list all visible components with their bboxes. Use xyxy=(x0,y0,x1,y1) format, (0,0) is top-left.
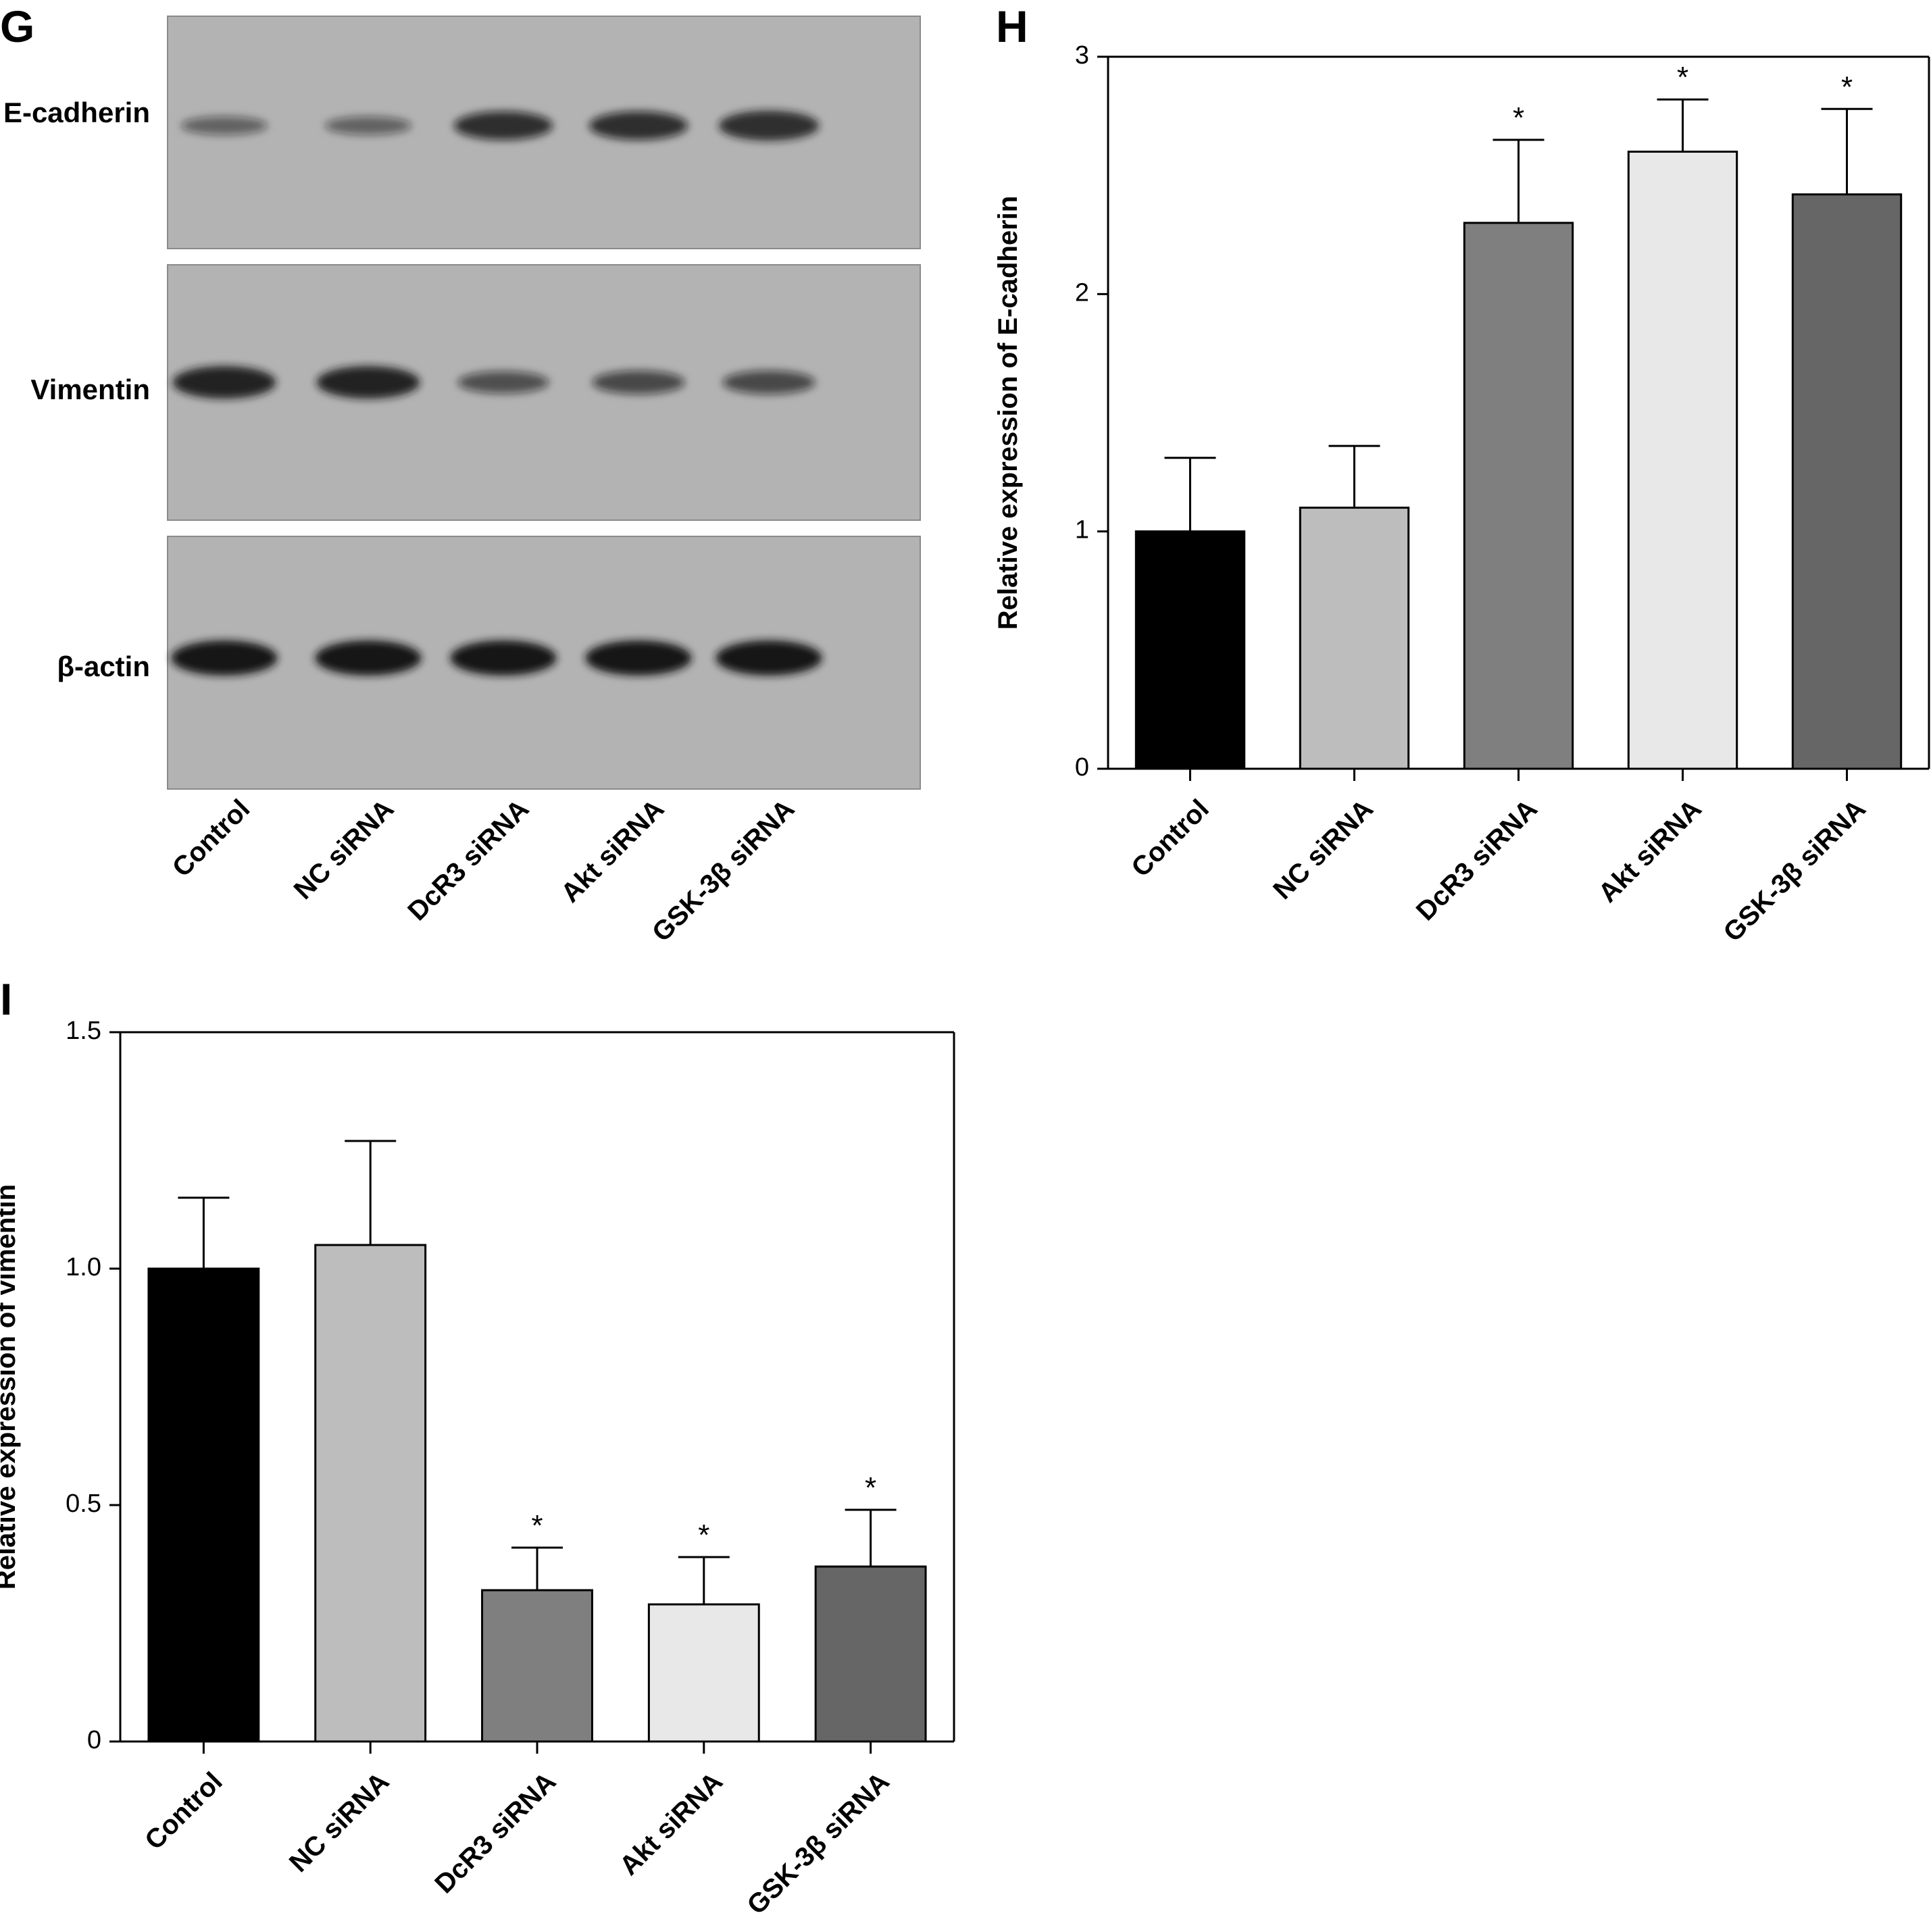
bar-akt-sirna xyxy=(1627,151,1738,770)
band-actin-lane-3 xyxy=(450,640,557,676)
x-tick-label-control: Control xyxy=(1126,794,1215,883)
bar-gsk-3-sirna xyxy=(1791,193,1903,770)
lane-label-dcr3-sirna: DcR3 siRNA xyxy=(402,794,534,926)
x-tick-label-akt-sirna: Akt siRNA xyxy=(614,1766,728,1881)
band-actin-lane-2 xyxy=(315,640,422,676)
significance-mark-dcr3-sirna: * xyxy=(531,1509,543,1542)
band-vimentin-lane-3 xyxy=(457,371,549,394)
bar-nc-sirna xyxy=(314,1244,427,1743)
bar-control xyxy=(1134,530,1246,770)
band-e-cadherin-lane-5 xyxy=(718,110,820,141)
band-actin-lane-5 xyxy=(716,640,822,676)
band-e-cadherin-lane-2 xyxy=(324,116,412,135)
y-tick-label: 3 xyxy=(1075,41,1089,70)
x-tick-label-control: Control xyxy=(139,1766,228,1856)
panel-letter-h: H xyxy=(996,1,1028,51)
x-tick-label-nc-sirna: NC siRNA xyxy=(1268,794,1379,905)
x-tick-label-dcr3-sirna: DcR3 siRNA xyxy=(429,1766,561,1899)
band-label-vimentin: Vimentin xyxy=(30,374,150,405)
band-e-cadherin-lane-1 xyxy=(180,116,268,135)
panel-letter-g: G xyxy=(0,1,34,51)
y-tick-label: 1 xyxy=(1075,516,1089,544)
bar-dcr3-sirna xyxy=(481,1589,593,1743)
panel-h-ecadherin-chart: H 0 1 2 3 Relative expression of E-cadherin Co… xyxy=(993,1,1930,948)
bar-dcr3-sirna xyxy=(1463,222,1574,770)
x-tick-label-dcr3-sirna: DcR3 siRNA xyxy=(1411,794,1543,926)
significance-mark-dcr3-sirna: * xyxy=(1513,101,1524,134)
band-actin-lane-1 xyxy=(171,640,278,676)
x-tick-label-nc-sirna: NC siRNA xyxy=(284,1766,395,1878)
panel-g-western-blot: G E-cadherin Vimentin β-actin Control NC siRN… xyxy=(0,1,921,948)
panel-letter-i: I xyxy=(0,974,12,1024)
lane-label-akt-sirna: Akt siRNA xyxy=(555,794,670,908)
y-tick-label: 0 xyxy=(1075,753,1089,782)
lane-label-nc-sirna: NC siRNA xyxy=(289,794,400,905)
band-vimentin-lane-2 xyxy=(316,365,420,399)
bar-control xyxy=(147,1267,260,1743)
band-e-cadherin-lane-3 xyxy=(453,111,553,141)
y-axis-title: Relative expression of E-cadherin xyxy=(993,196,1023,630)
x-tick-label-gsk-3-sirna: GSK-3β siRNA xyxy=(741,1766,895,1921)
y-tick-label: 1.5 xyxy=(66,1017,101,1045)
x-tick-label-gsk-3-sirna: GSK-3β siRNA xyxy=(1717,794,1872,948)
band-label-actin: β-actin xyxy=(57,651,150,682)
significance-mark-akt-sirna: * xyxy=(698,1519,709,1552)
band-actin-lane-4 xyxy=(585,640,692,676)
y-axis-title: Relative expression of vimentin xyxy=(0,1184,21,1590)
lane-label-control: Control xyxy=(167,794,256,883)
y-tick-label: 1.0 xyxy=(66,1253,101,1281)
panel-i-vimentin-chart: I 0 0.5 1.0 1.5 Relative expression of viment… xyxy=(0,974,955,1921)
band-vimentin-lane-1 xyxy=(172,365,276,399)
band-e-cadherin-lane-4 xyxy=(588,111,688,141)
significance-mark-akt-sirna: * xyxy=(1677,61,1688,94)
lane-label-gsk-3-sirna: GSK-3β siRNA xyxy=(647,794,801,948)
bar-gsk-3-sirna xyxy=(814,1565,927,1743)
band-vimentin-lane-5 xyxy=(722,370,816,395)
x-tick-label-akt-sirna: Akt siRNA xyxy=(1593,794,1707,908)
y-tick-label: 0.5 xyxy=(66,1490,101,1518)
bar-nc-sirna xyxy=(1299,507,1410,770)
band-label-e-cadherin: E-cadherin xyxy=(3,97,150,128)
significance-mark-gsk-3-sirna: * xyxy=(865,1471,876,1504)
y-tick-label: 2 xyxy=(1075,278,1089,307)
band-vimentin-lane-4 xyxy=(592,370,685,395)
significance-mark-gsk-3-sirna: * xyxy=(1841,70,1853,103)
bar-akt-sirna xyxy=(647,1603,760,1743)
y-tick-label: 0 xyxy=(87,1726,101,1754)
blot-strip-vimentin xyxy=(167,264,921,521)
